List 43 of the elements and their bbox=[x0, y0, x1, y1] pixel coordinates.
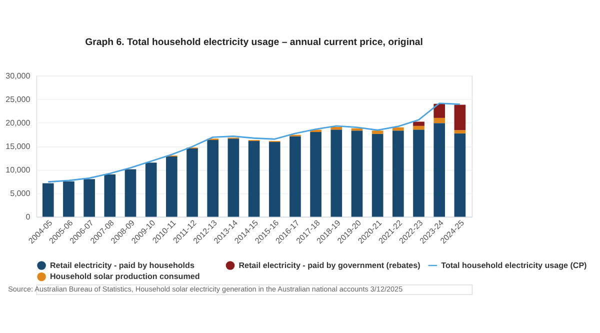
bar bbox=[207, 140, 219, 217]
bar bbox=[145, 162, 157, 217]
bar bbox=[392, 127, 404, 131]
bar bbox=[434, 118, 446, 124]
bar bbox=[351, 130, 363, 217]
bar bbox=[124, 169, 136, 217]
bar bbox=[104, 174, 116, 217]
bar bbox=[454, 130, 466, 134]
bar bbox=[84, 179, 95, 217]
bar bbox=[63, 181, 74, 217]
bar bbox=[372, 130, 384, 134]
y-tick-label: 20,000 bbox=[6, 118, 31, 128]
y-tick-label: 0 bbox=[26, 212, 31, 222]
y-tick-label: 5,000 bbox=[10, 189, 31, 198]
bar bbox=[392, 130, 404, 217]
y-tick-label: 10,000 bbox=[6, 165, 31, 174]
bar bbox=[454, 133, 466, 217]
line-series bbox=[47, 102, 461, 183]
bar bbox=[413, 122, 424, 126]
legend-label: Total household electricity usage (CP) bbox=[441, 260, 588, 270]
source-note: Source: Australian Bureau of Statistics, Household solar electricity generation in the Australian national accounts 3/12/2025 bbox=[8, 284, 403, 294]
bar bbox=[434, 104, 446, 118]
bar bbox=[434, 123, 446, 217]
bar bbox=[166, 156, 178, 217]
bar bbox=[310, 132, 322, 217]
y-tick-label: 25,000 bbox=[6, 94, 31, 104]
bar bbox=[413, 126, 424, 130]
bar bbox=[228, 138, 240, 217]
bar bbox=[413, 130, 424, 217]
bar bbox=[42, 183, 54, 217]
y-tick-label: 15,000 bbox=[6, 142, 31, 151]
bar bbox=[330, 130, 342, 217]
bar bbox=[454, 104, 466, 130]
legend-label: Household solar production consumed bbox=[50, 272, 200, 282]
bar bbox=[290, 136, 301, 217]
bar bbox=[372, 134, 384, 217]
y-tick-label: 30,000 bbox=[6, 71, 31, 80]
bar bbox=[248, 140, 260, 217]
legend-label: Retail electricity - paid by government (rebates) bbox=[238, 260, 421, 270]
bar bbox=[186, 148, 198, 217]
bar bbox=[268, 142, 280, 217]
legend-label: Retail electricity - paid by households bbox=[50, 260, 195, 270]
chart-title: Graph 6. Total household electricity usage – annual current price, original bbox=[85, 36, 423, 48]
